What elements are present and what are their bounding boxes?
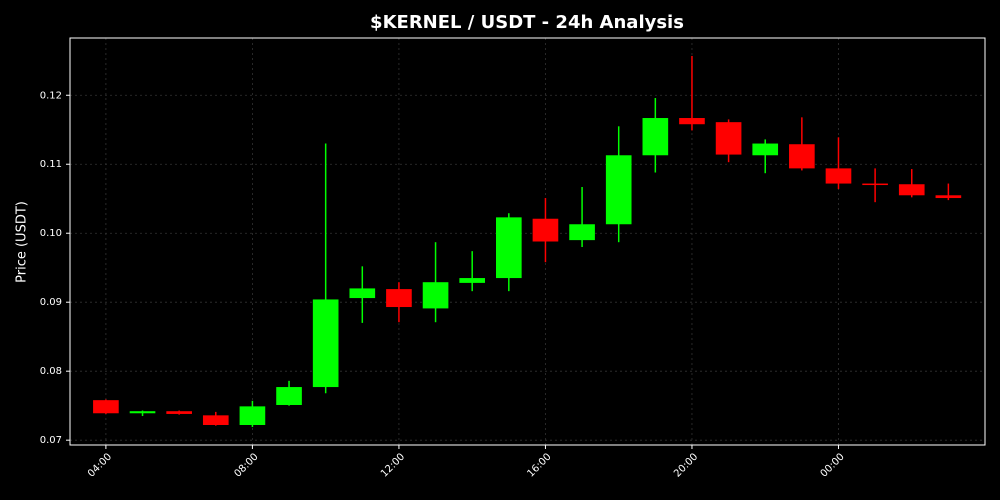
candle-body	[202, 415, 229, 425]
candle-body	[789, 144, 815, 169]
candle-body	[862, 183, 888, 186]
candle-body	[605, 155, 632, 225]
y-tick-label: 0.08	[40, 366, 62, 377]
candle-body	[129, 411, 156, 414]
y-axis-label: Price (USDT)	[15, 201, 30, 283]
candle-body	[752, 143, 779, 156]
candle-body	[495, 217, 522, 279]
candle-body	[166, 411, 192, 414]
candle-body	[349, 288, 376, 299]
y-tick-label: 0.10	[40, 228, 62, 239]
candle-body	[532, 218, 559, 242]
y-tick-label: 0.07	[40, 435, 62, 446]
candle-body	[422, 282, 449, 309]
y-tick-label: 0.12	[40, 90, 62, 101]
candle-body	[569, 224, 595, 241]
candle-body	[239, 406, 266, 425]
candle-body	[898, 184, 925, 196]
candle-body	[825, 168, 852, 184]
candle-body	[715, 122, 742, 155]
candle-body	[679, 118, 705, 125]
candle-body	[93, 400, 119, 414]
candle-body	[459, 278, 486, 283]
y-tick-label: 0.09	[40, 297, 62, 308]
candle-body	[935, 195, 962, 199]
candle-body	[642, 118, 669, 156]
candle-body	[312, 299, 339, 388]
candle-body	[386, 289, 412, 308]
chart-title: $KERNEL / USDT - 24h Analysis	[370, 12, 684, 33]
plot-frame	[69, 37, 986, 446]
y-tick-label: 0.11	[40, 159, 62, 170]
candle-body	[276, 387, 302, 405]
